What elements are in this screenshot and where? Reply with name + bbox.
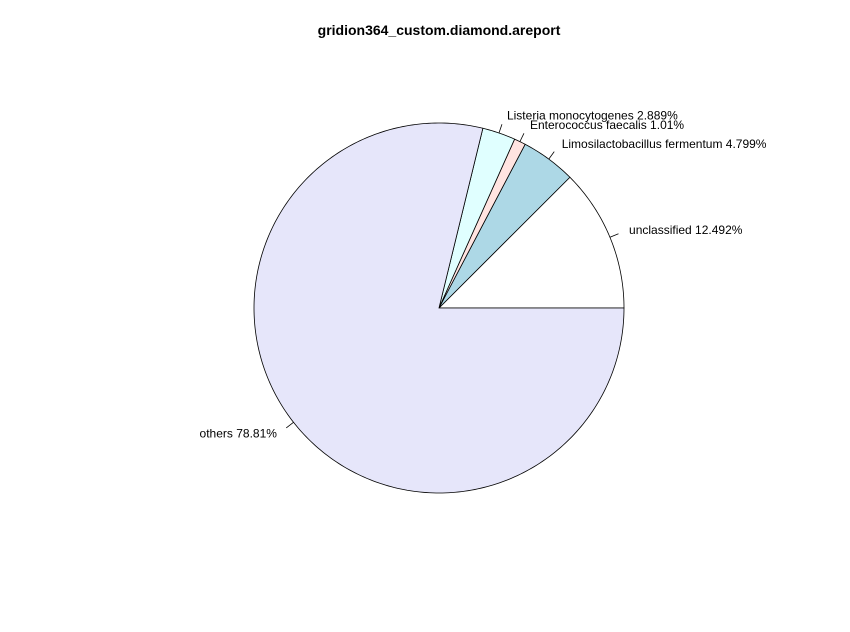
pie-label-tick-2 xyxy=(519,133,525,142)
pie-label-0: unclassified 12.492% xyxy=(629,223,743,237)
pie-label-4: others 78.81% xyxy=(200,427,278,441)
chart-title: gridion364_custom.diamond.areport xyxy=(318,22,561,38)
pie-slice-1 xyxy=(438,143,571,309)
pie-label-3: Listeria monocytogenes 2.889% xyxy=(507,108,678,122)
pie-label-1: Limosilactobacillus fermentum 4.799% xyxy=(562,137,767,151)
pie-label-tick-4 xyxy=(285,421,294,429)
pie-label-tick-3 xyxy=(498,124,503,134)
pie-label-tick-0 xyxy=(609,233,619,238)
pie-slice-0 xyxy=(438,176,625,309)
pie-labels: unclassified 12.492% Limosilactobacillus … xyxy=(200,108,767,440)
pie-slice-3 xyxy=(438,127,516,309)
pie-label-tick-1 xyxy=(548,151,555,160)
pie-label-2: Enterococcus faecalis 1.01% xyxy=(530,118,684,132)
pie-slices xyxy=(253,122,625,494)
